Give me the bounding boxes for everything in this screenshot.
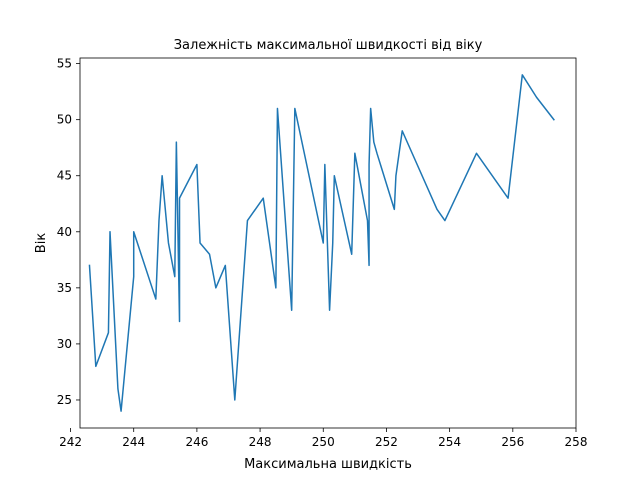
x-tick-label-0: 242 — [59, 435, 82, 449]
x-tick-label-2: 246 — [185, 435, 208, 449]
series-line-0 — [88, 74, 555, 412]
x-tick-label-6: 254 — [438, 435, 461, 449]
y-tick-label-4: 45 — [57, 169, 72, 183]
x-tick-label-8: 258 — [565, 435, 588, 449]
y-axis-label: Вік — [34, 233, 49, 254]
chart-title: Залежність максимальної швидкості від ві… — [174, 38, 483, 53]
x-tick-label-3: 248 — [249, 435, 272, 449]
x-tick-label-7: 256 — [501, 435, 524, 449]
x-tick-label-1: 244 — [122, 435, 145, 449]
y-tick-label-5: 50 — [57, 113, 72, 127]
x-tick-label-5: 252 — [375, 435, 398, 449]
y-tick-label-0: 25 — [57, 393, 72, 407]
plot-frame — [79, 57, 577, 429]
x-tick-label-4: 250 — [312, 435, 335, 449]
axis-layer: 242 244 246 248 250 252 254 256 258 25 30 35 40 45 50 5… — [57, 57, 588, 449]
y-tick-label-2: 35 — [57, 281, 72, 295]
y-tick-label-6: 55 — [57, 57, 72, 71]
series-layer — [88, 74, 555, 412]
y-tick-label-3: 40 — [57, 225, 72, 239]
y-tick-label-1: 30 — [57, 337, 72, 351]
x-axis-label: Максимальна швидкість — [244, 457, 412, 472]
